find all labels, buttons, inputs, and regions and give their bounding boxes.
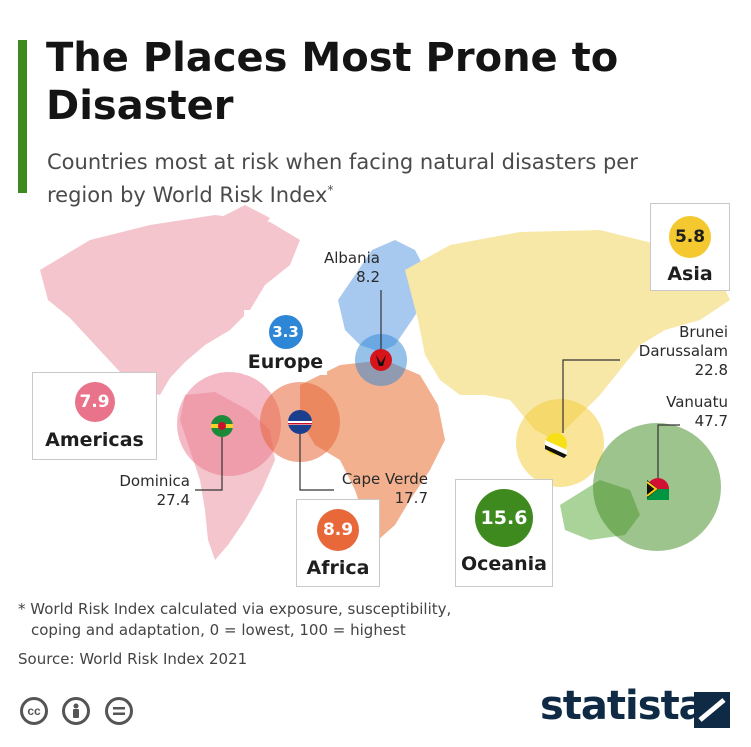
- statista-logo: statista: [540, 683, 706, 729]
- europe-score-badge: 3.3: [268, 315, 303, 349]
- asia-box: 5.8 Asia: [650, 203, 730, 291]
- cape-verde-flag-icon: [288, 410, 312, 434]
- page-title: The Places Most Prone to Disaster: [46, 35, 619, 129]
- americas-score-badge: 7.9: [74, 382, 115, 422]
- attribution-icon: [62, 697, 90, 725]
- asia-region-name: Asia: [667, 263, 713, 285]
- europe-landmass: [338, 240, 428, 352]
- page-subtitle: Countries most at risk when facing natur…: [47, 150, 638, 207]
- africa-box: 8.9 Africa: [296, 499, 380, 587]
- europe-box: 3.3 Europe: [244, 310, 327, 375]
- accent-bar: [18, 40, 27, 193]
- americas-region-name: Americas: [45, 429, 144, 451]
- footnote: * World Risk Index calculated via exposu…: [18, 600, 452, 639]
- albania-flag-icon: [370, 349, 392, 371]
- cape-verde-label: Cape Verde 17.7: [341, 470, 428, 507]
- brunei-flag-icon: [545, 433, 567, 458]
- cc-icon: cc: [20, 697, 48, 725]
- leader-lines: [195, 290, 680, 491]
- asia-score-badge: 5.8: [669, 216, 711, 258]
- asia-landmass: [405, 230, 730, 440]
- dominica-label: Dominica 27.4: [119, 472, 190, 509]
- albania-label: Albania 8.2: [323, 249, 380, 286]
- dominica-flag-icon: [211, 415, 233, 437]
- source-text: Source: World Risk Index 2021: [18, 650, 248, 668]
- brunei-label: Brunei Darussalam 22.8: [638, 323, 728, 379]
- africa-landmass: [300, 360, 445, 540]
- oceania-region-name: Oceania: [461, 553, 547, 575]
- statista-logo-mark: [694, 692, 730, 728]
- no-derivatives-icon: [105, 697, 133, 725]
- oceania-score-badge: 15.6: [475, 489, 533, 547]
- europe-region-name: Europe: [247, 351, 324, 373]
- africa-region-name: Africa: [306, 557, 370, 579]
- africa-score-badge: 8.9: [317, 509, 359, 551]
- oceania-box: 15.6 Oceania: [455, 479, 553, 587]
- vanuatu-flag-icon: [646, 478, 669, 500]
- vanuatu-label: Vanuatu 47.7: [666, 393, 728, 430]
- americas-box: 7.9 Americas: [32, 372, 157, 460]
